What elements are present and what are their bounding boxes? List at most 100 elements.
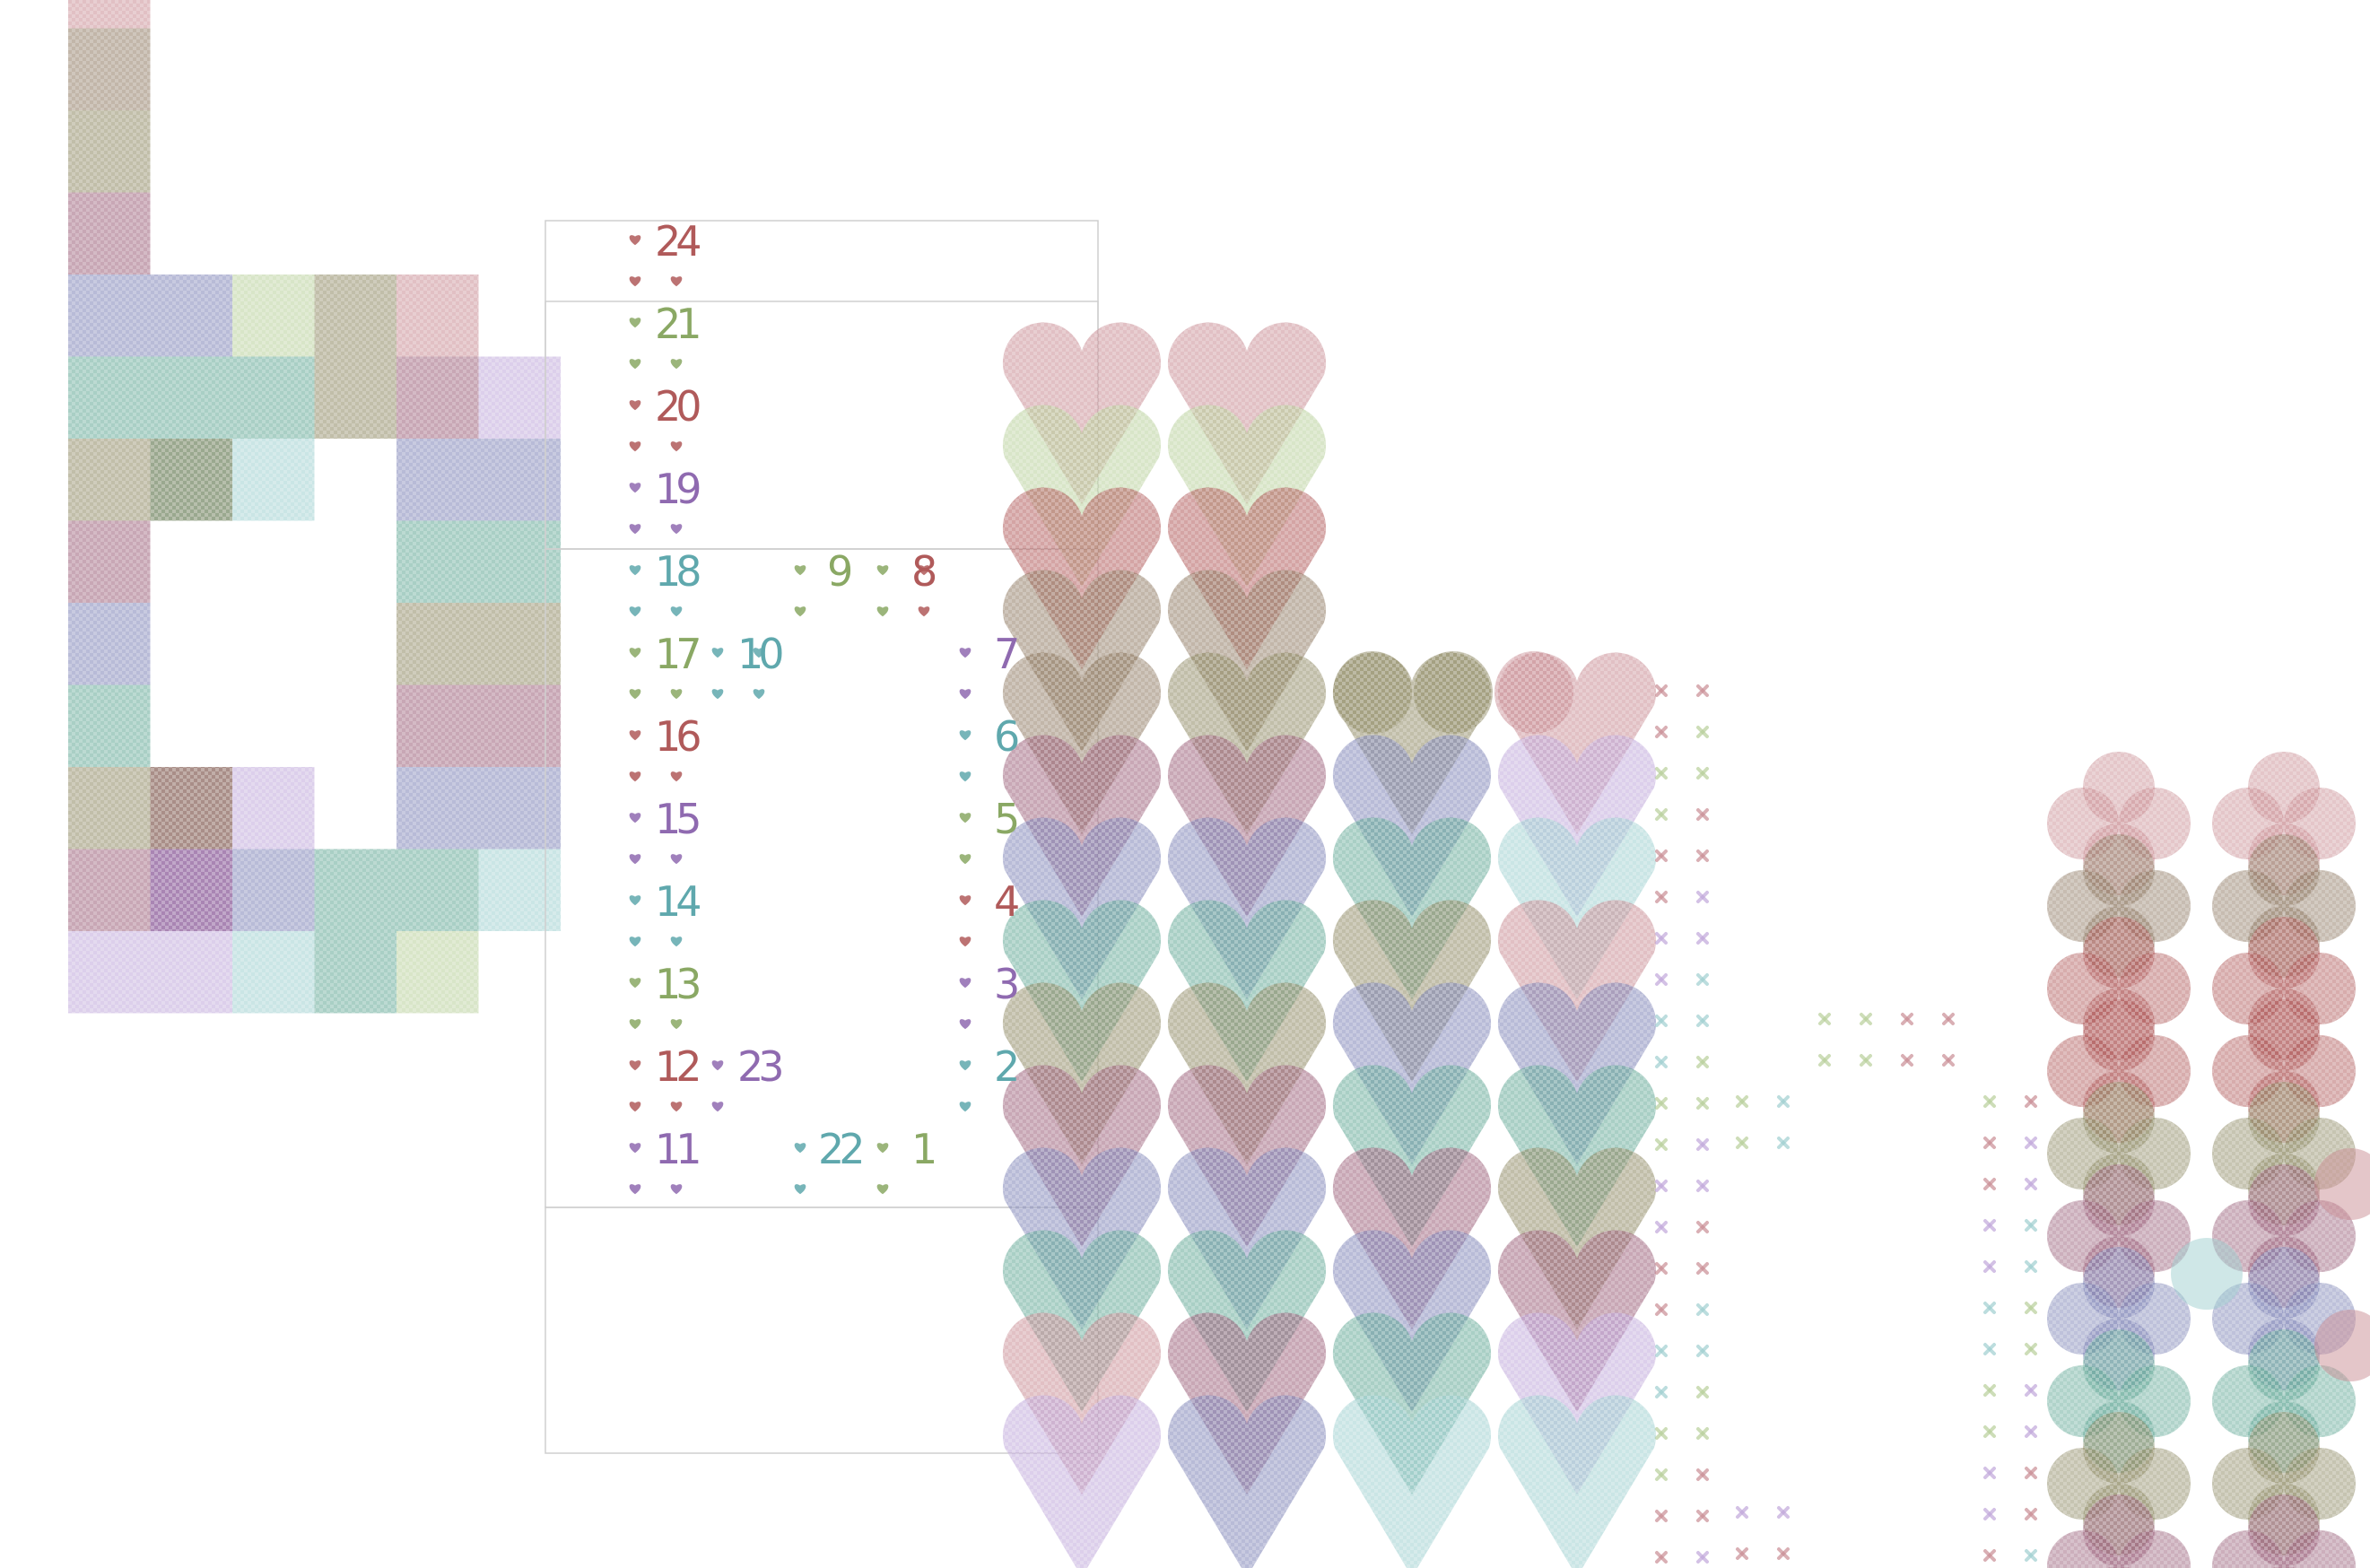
- cross-icon: [1696, 767, 1709, 780]
- heart-icon: [629, 235, 641, 246]
- heart-icon: [959, 978, 972, 989]
- cross-icon: [1655, 1138, 1668, 1151]
- cross-icon: [1777, 1095, 1790, 1108]
- cross-icon: [1983, 1508, 1996, 1520]
- tile: [232, 356, 315, 439]
- cross-icon: [1696, 726, 1709, 738]
- cross-icon: [1696, 1138, 1709, 1151]
- cross-icon: [1983, 1549, 1996, 1562]
- heart-icon: [629, 1143, 641, 1154]
- heart-icon: [1332, 817, 1492, 999]
- number-label: 8: [911, 547, 937, 596]
- cross-icon: [1696, 1180, 1709, 1192]
- heart-icon: [629, 689, 641, 700]
- cross-icon: [1655, 1510, 1668, 1522]
- heart-icon: [876, 606, 889, 617]
- cross-icon: [1655, 1386, 1668, 1398]
- heart-icon: [670, 276, 683, 287]
- heart-icon: [629, 1019, 641, 1030]
- tile: [68, 0, 151, 29]
- heart-icon: [629, 318, 641, 328]
- heart-icon: [1167, 570, 1327, 752]
- tile: [68, 192, 151, 274]
- heart-icon: [918, 565, 930, 576]
- heart-icon: [1332, 1312, 1492, 1494]
- heart-icon: [753, 648, 765, 658]
- cross-icon: [1696, 1056, 1709, 1068]
- heart-icon: [1167, 735, 1327, 917]
- heart-icon: [629, 524, 641, 535]
- number-label: 23: [737, 1042, 784, 1091]
- cross-icon: [1696, 808, 1709, 821]
- cross-icon: [1655, 1345, 1668, 1357]
- heart-icon: [753, 689, 765, 700]
- cross-icon: [1860, 1013, 1872, 1025]
- heart-icon: [1002, 1065, 1162, 1247]
- heart-icon: [1003, 1395, 1161, 1568]
- tile: [232, 439, 315, 521]
- tile: [314, 274, 396, 357]
- number-label: 6: [994, 712, 1020, 761]
- heart-icon: [1497, 982, 1657, 1164]
- heart-icon: [1002, 1230, 1162, 1412]
- heart-icon: [629, 648, 641, 658]
- tile: [396, 767, 479, 849]
- flower-grid: [2047, 752, 2370, 1568]
- cross-icon: [1655, 684, 1668, 697]
- heart-icon: [711, 648, 724, 658]
- cross-icon: [1696, 1551, 1709, 1564]
- heart-icon: [629, 276, 641, 287]
- heart-icon: [1167, 652, 1327, 834]
- tile: [68, 684, 151, 767]
- tile: [232, 931, 315, 1014]
- heart-icon: [1002, 1312, 1162, 1494]
- cross-icon: [2025, 1384, 2037, 1397]
- cross-icon: [1983, 1384, 1996, 1397]
- number-label: 22: [818, 1125, 865, 1173]
- tile: [68, 931, 151, 1014]
- cross-icon: [1696, 1386, 1709, 1398]
- heart-icon: [670, 936, 683, 947]
- heart-icon: [1497, 817, 1657, 999]
- heart-icon: [1498, 1395, 1656, 1568]
- four-petal-icon: [2171, 1238, 2243, 1310]
- cross-icon: [1696, 1262, 1709, 1275]
- heart-icon: [670, 689, 683, 700]
- tile: [396, 520, 479, 603]
- heart-icon: [1167, 1147, 1327, 1329]
- heart-icon: [959, 854, 972, 865]
- heart-icon: [959, 689, 972, 700]
- tile: [314, 931, 396, 1014]
- four-petal-icon: [2314, 1148, 2370, 1220]
- heart-icon: [1333, 651, 1412, 734]
- heart-icon: [1167, 405, 1327, 587]
- tile: [232, 767, 315, 849]
- heart-icon: [1167, 1230, 1327, 1412]
- cross-icon: [1655, 973, 1668, 986]
- number-label: 5: [994, 795, 1020, 843]
- heart-icon: [1002, 405, 1162, 587]
- heart-icon: [670, 1019, 683, 1030]
- heart-icon: [794, 606, 806, 617]
- number-label: 21: [655, 300, 701, 348]
- heart-icon: [959, 936, 972, 947]
- tile: [68, 439, 151, 521]
- heart-icon: [629, 813, 641, 823]
- cross-icon: [2025, 1260, 2037, 1273]
- heart-icon: [794, 1143, 806, 1154]
- cross-icon: [1655, 1468, 1668, 1481]
- cross-icon: [1942, 1054, 1955, 1067]
- heart-icon: [1167, 1065, 1327, 1247]
- cross-icon: [2025, 1508, 2037, 1520]
- cross-icon: [1901, 1013, 1913, 1025]
- cross-icon: [1983, 1467, 1996, 1479]
- heart-icon: [1332, 1065, 1492, 1247]
- heart-icon: [629, 359, 641, 370]
- cross-icon: [1655, 1427, 1668, 1440]
- tile: [478, 767, 561, 849]
- tile: [150, 767, 232, 849]
- tile: [478, 356, 561, 439]
- cross-icon: [2025, 1095, 2037, 1108]
- number-label: 7: [994, 630, 1020, 678]
